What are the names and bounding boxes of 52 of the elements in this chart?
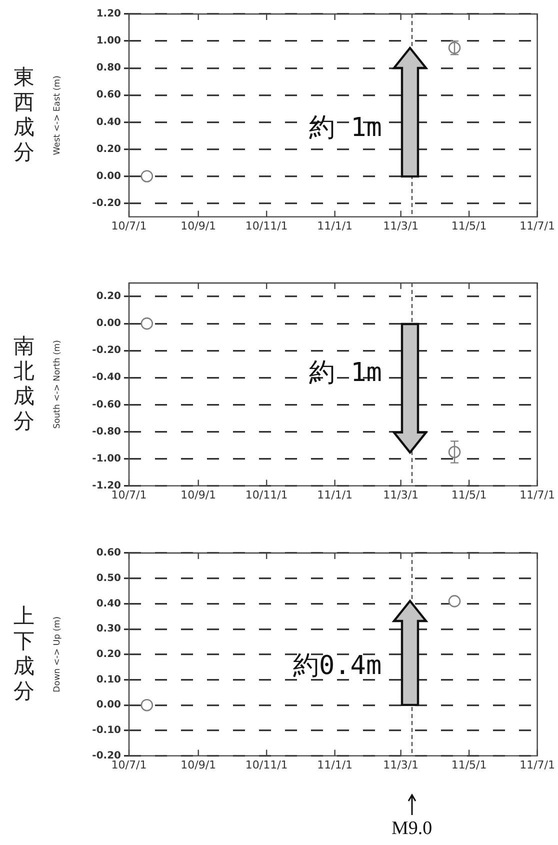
text: 東西成分 <box>12 65 36 166</box>
y-tick-label: 0.20 <box>96 291 122 302</box>
y-tick-label: 0.60 <box>96 90 122 101</box>
y-tick-label: 0.00 <box>96 170 122 182</box>
text: 上下成分 <box>12 604 36 704</box>
x-tick-label: 11/1/1 <box>317 488 353 502</box>
y-tick-label: 0.00 <box>96 700 122 711</box>
y-tick-label: 0.50 <box>96 572 122 584</box>
x-tick-label: 10/9/1 <box>180 758 216 772</box>
y-tick-label: 1.20 <box>96 8 122 20</box>
y-axis-title: South <-> North (m) <box>52 340 62 429</box>
y-tick-label: 0.10 <box>96 674 122 686</box>
x-tick-label: 11/5/1 <box>451 219 487 232</box>
y-tick-label: -0.20 <box>92 345 122 356</box>
y-axis-title: West <-> East (m) <box>52 76 62 156</box>
y-tick-label: 0.80 <box>96 62 122 74</box>
y-tick-label: 1.00 <box>96 36 122 47</box>
x-tick-label: 10/11/1 <box>245 758 288 772</box>
x-tick-label: 11/3/1 <box>383 219 419 232</box>
y-tick-label: -0.40 <box>92 372 122 384</box>
x-tick-label: 11/5/1 <box>451 758 487 772</box>
text: M9.0 <box>392 818 432 840</box>
text: 南北成分 <box>12 334 36 434</box>
y-tick-label: -1.00 <box>92 453 122 464</box>
annotation: 約0.4m <box>293 650 382 684</box>
y-tick-label: 0.40 <box>96 598 122 610</box>
x-tick-label: 10/7/1 <box>111 219 147 232</box>
y-axis-title: Down <-> Up (m) <box>52 616 62 692</box>
y-tick-label: -0.80 <box>92 426 122 438</box>
x-tick-label: 10/9/1 <box>180 219 216 232</box>
y-tick-label: -0.10 <box>92 725 122 736</box>
x-tick-label: 10/11/1 <box>245 219 288 232</box>
x-tick-label: 11/7/1 <box>520 758 555 772</box>
x-tick-label: 11/7/1 <box>520 488 555 502</box>
x-tick-label: 11/1/1 <box>317 758 353 772</box>
y-tick-label: 0.00 <box>96 318 122 330</box>
x-tick-label: 11/5/1 <box>451 488 487 502</box>
y-tick-label: 0.20 <box>96 648 122 660</box>
x-tick-label: 11/3/1 <box>383 488 419 502</box>
x-tick-label: 11/3/1 <box>383 758 419 772</box>
y-tick-label: -0.60 <box>92 399 122 410</box>
x-tick-label: 10/11/1 <box>245 488 288 502</box>
annotation: 約 1m <box>309 356 382 390</box>
annotation: 約 1m <box>309 112 382 145</box>
y-tick-label: 0.20 <box>96 144 122 155</box>
y-tick-label: 0.30 <box>96 624 122 635</box>
y-tick-label: -0.20 <box>92 198 122 209</box>
y-tick-label: 0.60 <box>96 548 122 559</box>
x-tick-label: 11/7/1 <box>520 219 555 232</box>
x-tick-label: 10/9/1 <box>180 488 216 502</box>
x-tick-label: 11/1/1 <box>317 219 353 232</box>
y-tick-label: 0.40 <box>96 116 122 128</box>
